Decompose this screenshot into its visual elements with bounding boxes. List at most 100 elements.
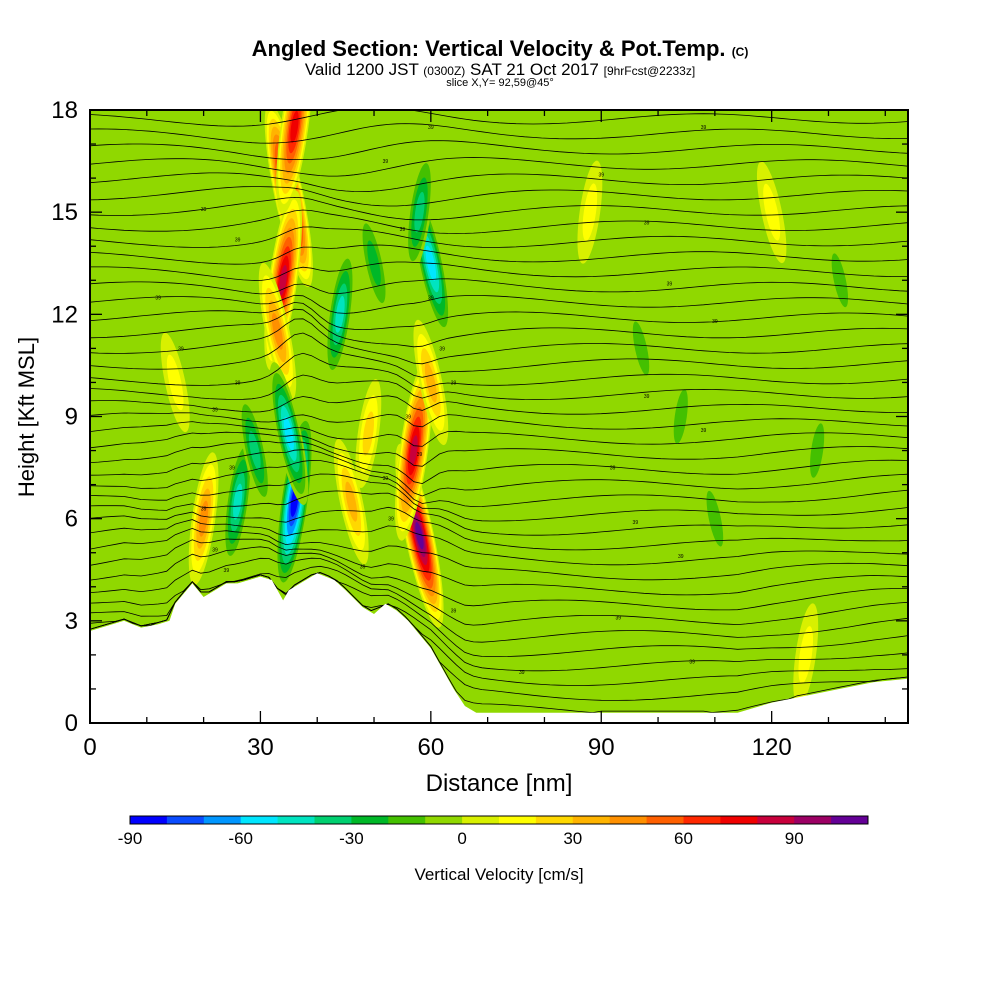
colorbar-swatch [425,816,463,824]
theta-contour [90,172,908,193]
theta-contour-label: 39 [451,380,457,386]
theta-contour [90,123,908,144]
x-tick-label: 30 [247,734,274,761]
theta-contour [90,157,908,177]
theta-contour [90,332,908,378]
colorbar-swatch [499,816,537,824]
theta-contour-label: 39 [201,207,207,213]
velocity-contour [424,362,437,403]
theta-contour-label: 39 [212,547,218,553]
theta-contour-label: 39 [644,220,650,226]
colorbar-tick-label: 90 [785,829,804,848]
x-tick-label: 90 [588,734,615,761]
slice-info: slice X,Y= 92,59@45° [446,77,554,89]
theta-contour-label: 39 [428,295,434,301]
velocity-contour [198,500,209,537]
theta-contour-label: 39 [235,237,241,243]
velocity-feature [805,402,830,500]
theta-contour-label: 39 [644,394,650,400]
velocity-contour [415,521,424,550]
colorbar-swatch [130,816,168,824]
velocity-feature [324,246,356,383]
colorbar-swatch [277,816,315,824]
theta-contour [90,318,908,365]
theta-contour [90,261,908,281]
colorbar-tick-label: -30 [339,829,364,848]
velocity-contour [810,423,825,478]
theta-contour-label: 39 [235,380,241,386]
theta-contour [90,506,908,551]
colorbar-tick-label: 0 [457,829,466,848]
theta-contour-label: 39 [405,415,411,421]
theta-contour [90,473,908,522]
theta-contour [90,565,908,643]
velocity-features [160,110,854,707]
theta-contour [90,557,908,626]
y-tick-label: 0 [65,710,78,737]
theta-contour [90,196,908,221]
theta-contour-label: 39 [598,173,604,179]
velocity-contour [632,321,650,376]
x-tick-label: 60 [417,734,444,761]
velocity-feature [357,206,391,321]
theta-contour [90,431,908,467]
colorbar-swatch [572,816,611,824]
velocity-contour [248,431,261,470]
theta-contour-label: 39 [224,568,230,574]
velocity-feature [626,300,656,397]
velocity-contour [566,471,591,566]
velocity-feature [577,160,603,264]
chart-title: Angled Section: Vertical Velocity & Pot.… [0,36,1000,62]
velocity-feature [700,468,730,569]
axes: 0 30 60 90 120 0 3 6 9 12 15 18 [51,97,908,761]
theta-contour-label: 39 [388,517,394,523]
y-tick-label: 9 [65,404,78,431]
theta-contour [90,226,908,248]
velocity-feature [668,367,693,466]
theta-contour-label: 39 [712,319,718,325]
velocity-feature [405,148,434,276]
colorbar-swatch [794,816,832,824]
theta-contour [90,395,908,415]
theta-contour [90,538,908,596]
theta-contour [90,278,908,295]
theta-contour-label: 39 [701,125,707,131]
theta-contour [90,294,908,314]
velocity-feature [566,471,591,566]
theta-contour-label: 39 [383,159,389,165]
theta-contour [90,459,908,508]
chart-subtitle: Valid 1200 JST (0300Z) SAT 21 Oct 2017 [… [0,60,1000,80]
velocity-feature [188,452,219,586]
colorbar-swatch [166,816,205,824]
colorbar-swatch [203,816,242,824]
theta-contour [90,301,908,330]
theta-contour [90,449,908,497]
velocity-contour [271,312,283,350]
plot-area: 39 39 39 39 39 39 39 39 39 39 39 39 39 39 39 39 39 39 39 39… [90,110,908,723]
theta-contour [90,186,908,207]
theta-contour [90,490,908,536]
velocity-contour [409,435,418,466]
theta-contour-label: 39 [451,609,457,615]
colorbar-swatch [351,816,389,824]
theta-contour [90,352,908,389]
velocity-feature [333,438,369,565]
subtitle-fcst: [9hrFcst@2233z] [603,64,696,78]
theta-contour [90,412,908,430]
velocity-feature [793,603,819,707]
theta-contour-label: 39 [155,295,161,301]
y-tick-label: 6 [65,506,78,533]
velocity-contour [335,295,345,333]
theta-contour [90,519,908,566]
colorbar-swatch [535,816,574,824]
velocity-contour [798,626,814,684]
colorbar: -90 -60 -30 0 30 60 90 [118,815,869,848]
velocity-contour [582,183,598,241]
velocity-contour [233,483,243,520]
velocity-contour [673,389,688,444]
velocity-contour [367,240,381,287]
y-tick-label: 3 [65,608,78,635]
colorbar-tick-label: 60 [674,829,693,848]
theta-contour [90,374,908,401]
